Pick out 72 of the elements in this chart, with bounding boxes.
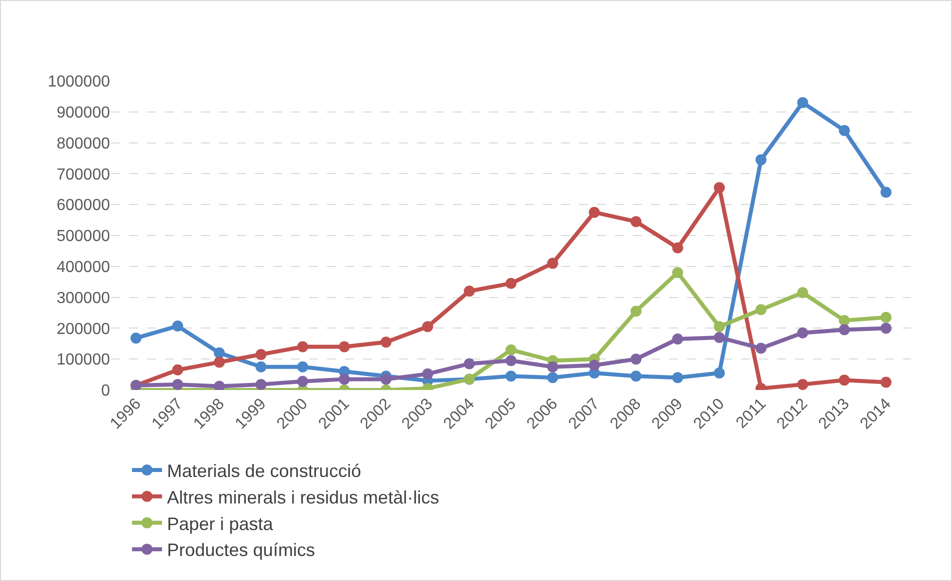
point [588, 206, 600, 218]
point [880, 322, 892, 334]
point [756, 154, 766, 166]
point [588, 360, 600, 371]
point [756, 304, 766, 316]
legend-label: Paper i pasta [167, 514, 274, 534]
point [506, 344, 516, 356]
point [547, 258, 558, 269]
point [797, 378, 808, 390]
point [630, 370, 642, 382]
point [172, 320, 184, 332]
point [380, 336, 392, 348]
point [214, 356, 225, 368]
point [297, 341, 308, 352]
point [838, 124, 850, 136]
point [338, 374, 350, 385]
point [880, 312, 892, 323]
point [547, 372, 558, 384]
point [630, 354, 642, 365]
point [422, 368, 434, 380]
point [838, 374, 850, 386]
point [547, 361, 558, 372]
point [714, 368, 725, 379]
point [297, 361, 308, 372]
point [797, 97, 808, 108]
point [422, 321, 434, 332]
point [297, 376, 308, 387]
point [172, 378, 184, 390]
point [256, 378, 266, 390]
legend-label: Productes químics [167, 540, 316, 560]
point [672, 334, 684, 345]
point [714, 332, 725, 343]
point [672, 372, 684, 384]
y-tick-label: 300000 [56, 290, 110, 307]
y-tick-label: 900000 [56, 104, 110, 122]
point [130, 332, 142, 344]
point [380, 374, 392, 385]
point [256, 361, 266, 372]
y-tick-label: 400000 [56, 259, 110, 276]
point [756, 342, 766, 354]
point [714, 321, 725, 332]
point [464, 358, 475, 370]
point [880, 186, 892, 198]
point [797, 287, 808, 298]
point [256, 348, 266, 360]
y-tick-label: 1000000 [48, 74, 110, 91]
point [672, 242, 684, 254]
y-tick-label: 600000 [56, 197, 110, 214]
point [797, 327, 808, 338]
point [630, 306, 642, 317]
point [714, 182, 725, 194]
y-tick-label: 700000 [56, 166, 110, 184]
y-tick-label: 100000 [56, 352, 110, 369]
point [506, 355, 516, 366]
y-tick-label: 0 [101, 382, 110, 400]
y-tick-label: 500000 [56, 228, 110, 246]
point [506, 278, 516, 289]
point [838, 324, 850, 336]
y-tick-label: 800000 [56, 135, 110, 152]
point [214, 347, 225, 358]
point [506, 370, 516, 382]
point [214, 380, 225, 390]
legend-label: Altres minerals i residus metàl·lics [167, 487, 440, 508]
point [880, 376, 892, 388]
legend-label: Materials de construcció [167, 461, 362, 482]
point [838, 314, 850, 326]
point [630, 216, 642, 228]
y-tick-label: 200000 [56, 320, 110, 338]
point [672, 267, 684, 278]
point [464, 286, 475, 297]
point [338, 341, 350, 352]
point [172, 364, 184, 376]
